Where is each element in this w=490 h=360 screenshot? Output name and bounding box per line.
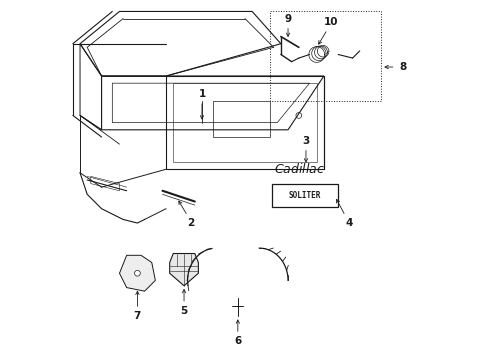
Text: 8: 8 bbox=[399, 62, 406, 72]
Text: 4: 4 bbox=[345, 218, 353, 228]
Text: 6: 6 bbox=[234, 336, 242, 346]
Text: 7: 7 bbox=[134, 311, 141, 321]
Polygon shape bbox=[120, 255, 155, 291]
Text: SOLITER: SOLITER bbox=[289, 191, 321, 200]
Polygon shape bbox=[170, 253, 198, 286]
Text: 10: 10 bbox=[324, 17, 338, 27]
Text: 3: 3 bbox=[302, 136, 310, 145]
Text: $\mathit{Cadillac}$: $\mathit{Cadillac}$ bbox=[274, 162, 325, 176]
Text: 9: 9 bbox=[285, 14, 292, 24]
Circle shape bbox=[135, 270, 140, 276]
Text: 1: 1 bbox=[198, 89, 206, 99]
Text: 5: 5 bbox=[180, 306, 188, 316]
Text: 2: 2 bbox=[188, 218, 195, 228]
